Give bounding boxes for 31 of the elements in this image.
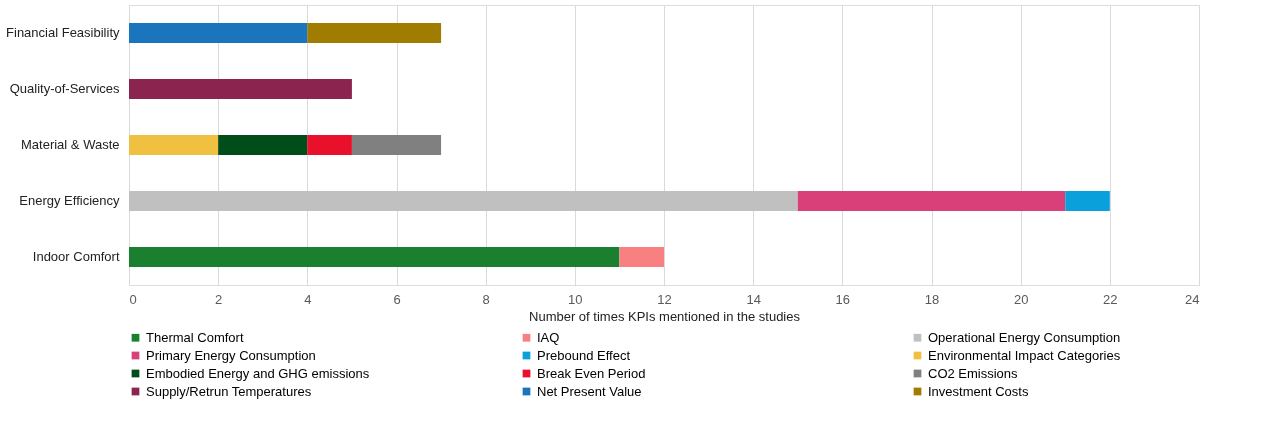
- x-tick-label: 6: [393, 291, 401, 307]
- x-tick-label: 20: [1013, 291, 1029, 307]
- x-tick-label: 0: [129, 291, 137, 307]
- legend-label: IAQ: [537, 329, 560, 345]
- y-tick-label: Indoor Comfort: [32, 249, 120, 264]
- legend-label: Thermal Comfort: [146, 329, 244, 345]
- x-tick-label: 12: [657, 291, 672, 307]
- legend-label: Supply/Retrun Temperatures: [146, 383, 312, 399]
- x-tick-label: 14: [746, 291, 761, 307]
- y-tick-label: Financial Feasibility: [6, 25, 120, 40]
- legend-label: Primary Energy Consumption: [146, 347, 316, 363]
- x-axis-title: Number of times KPIs mentioned in the studies: [529, 308, 801, 324]
- legend-label: Operational Energy Consumption: [928, 329, 1121, 345]
- x-tick-label: 4: [304, 291, 312, 307]
- legend-label: Net Present Value: [537, 383, 642, 399]
- y-tick-label: Energy Efficiency: [19, 193, 120, 208]
- legend-label: Break Even Period: [537, 365, 646, 381]
- legend-label: Environmental Impact Categories: [928, 347, 1121, 363]
- legend-label: Prebound Effect: [537, 347, 631, 363]
- legend-label: CO2 Emissions: [928, 365, 1019, 381]
- x-tick-label: 8: [482, 291, 490, 307]
- x-tick-label: 2: [215, 291, 223, 307]
- legend-label: Investment Costs: [928, 383, 1029, 399]
- x-tick-label: 22: [1103, 291, 1118, 307]
- x-tick-label: 16: [835, 291, 851, 307]
- x-tick-label: 18: [924, 291, 940, 307]
- x-tick-label: 10: [568, 291, 583, 307]
- x-tick-label: 24: [1185, 291, 1200, 307]
- legend-label: Embodied Energy and GHG emissions: [146, 365, 370, 381]
- y-tick-label: Material & Waste: [21, 137, 120, 152]
- y-tick-label: Quality-of-Services: [9, 81, 120, 96]
